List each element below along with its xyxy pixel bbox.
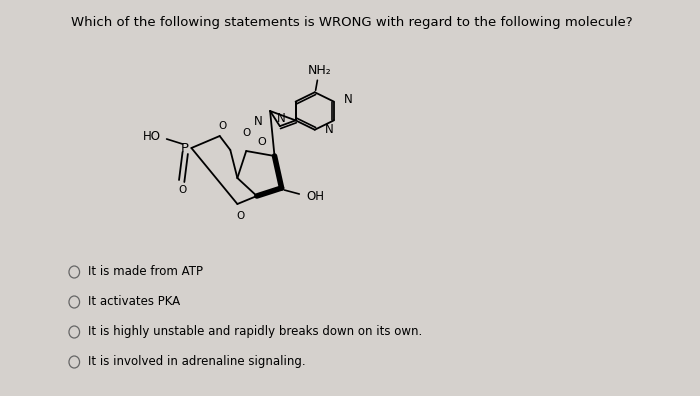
Text: N: N: [254, 114, 263, 128]
Text: Which of the following statements is WRONG with regard to the following molecule: Which of the following statements is WRO…: [71, 16, 632, 29]
Text: O: O: [178, 185, 187, 195]
Text: P: P: [181, 141, 188, 154]
Text: It is made from ATP: It is made from ATP: [88, 265, 204, 278]
Text: It activates PKA: It activates PKA: [88, 295, 181, 308]
Text: OH: OH: [307, 190, 324, 202]
Text: It is involved in adrenaline signaling.: It is involved in adrenaline signaling.: [88, 355, 306, 368]
Text: NH₂: NH₂: [307, 64, 331, 77]
Text: O: O: [242, 128, 251, 138]
Text: It is highly unstable and rapidly breaks down on its own.: It is highly unstable and rapidly breaks…: [88, 325, 423, 338]
Text: O: O: [218, 121, 227, 131]
Text: N: N: [344, 93, 352, 106]
Text: N: N: [325, 123, 333, 136]
Text: O: O: [258, 137, 267, 147]
Text: HO: HO: [144, 129, 161, 143]
Text: O: O: [236, 211, 244, 221]
Text: N: N: [277, 112, 286, 125]
